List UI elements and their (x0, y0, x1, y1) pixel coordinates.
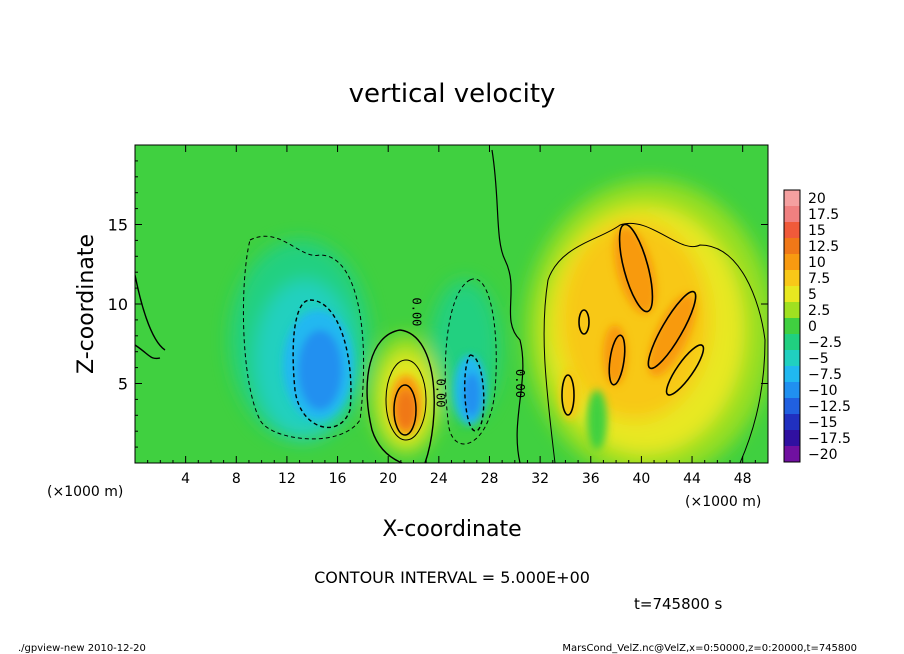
y-tick-label: 5 (118, 375, 128, 394)
colorbar-swatch (784, 238, 800, 254)
colorbar-swatch (784, 254, 800, 270)
colorbar-swatch (784, 414, 800, 430)
colorbar-swatch (784, 318, 800, 334)
footer-left: ./gpview-new 2010-12-20 (18, 643, 146, 654)
x-unit-left: (×1000 m) (47, 484, 123, 500)
colorbar-label: 7.5 (808, 271, 830, 287)
colorbar-frame (783, 189, 801, 463)
zero-contour-label: 0.00 (433, 379, 447, 408)
chart-title: vertical velocity (349, 79, 556, 109)
zero-contour-labels: 0.00 0.00 0.00 (409, 297, 527, 407)
zero-contour-label: 0.00 (409, 297, 423, 326)
colorbar-label: 15 (808, 223, 826, 239)
x-tick-label: 24 (430, 471, 448, 487)
colorbar-label: −10 (808, 383, 838, 399)
colorbar-label: 10 (808, 255, 826, 271)
contour-lines (135, 149, 766, 463)
x-tick-label: 28 (481, 471, 499, 487)
y-tick-label: 15 (108, 216, 128, 235)
footer-right: MarsCond_VelZ.nc@VelZ,x=0:50000,z=0:2000… (562, 643, 857, 654)
colorbar-swatch (784, 446, 800, 462)
colorbar-label: −5 (808, 351, 829, 367)
colorbar-label: 0 (808, 319, 817, 335)
colorbar-swatch (784, 334, 800, 350)
x-tick-label: 44 (683, 471, 701, 487)
y-axis-label: Z-coordinate (74, 234, 99, 374)
x-tick-label: 36 (582, 471, 600, 487)
colorbar-label: 12.5 (808, 239, 839, 255)
colorbar-label: 17.5 (808, 207, 839, 223)
colorbar-label: 20 (808, 191, 826, 207)
colorbar: 2017.51512.5107.552.50−2.5−5−7.5−10−12.5… (783, 189, 851, 463)
contour-interval-text: CONTOUR INTERVAL = 5.000E+00 (314, 568, 590, 587)
y-axis-ticks: 5 10 15 (108, 160, 768, 448)
time-stamp: t=745800 s (634, 595, 722, 613)
colorbar-swatch (784, 350, 800, 366)
x-tick-label: 8 (232, 471, 241, 487)
colorbar-swatch (784, 222, 800, 238)
plot-area: 0.00 0.00 0.00 (135, 145, 768, 463)
colorbar-swatch (784, 286, 800, 302)
colorbar-swatch (784, 382, 800, 398)
zero-contour-label: 0.00 (513, 369, 527, 398)
colorbar-label: −7.5 (808, 367, 842, 383)
x-unit-right: (×1000 m) (685, 494, 761, 510)
colorbar-swatch (784, 270, 800, 286)
colorbar-swatch (784, 206, 800, 222)
x-tick-label: 4 (181, 471, 190, 487)
x-axis-ticks: 4 8 12 16 20 24 28 32 36 40 44 48 (147, 145, 756, 487)
colorbar-swatch (784, 190, 800, 206)
colorbar-swatch (784, 398, 800, 414)
colorbar-label: −2.5 (808, 335, 842, 351)
colorbar-label: 2.5 (808, 303, 830, 319)
y-tick-label: 10 (108, 295, 128, 314)
x-tick-label: 16 (329, 471, 347, 487)
colorbar-label: −17.5 (808, 431, 851, 447)
colorbar-swatch (784, 302, 800, 318)
colorbar-label: 5 (808, 287, 817, 303)
colorbar-label: −15 (808, 415, 838, 431)
x-tick-label: 20 (379, 471, 397, 487)
colorbar-swatch (784, 430, 800, 446)
x-tick-label: 32 (531, 471, 549, 487)
colorbar-label: −20 (808, 447, 838, 463)
x-tick-label: 48 (734, 471, 752, 487)
colorbar-label: −12.5 (808, 399, 851, 415)
colorbar-swatch (784, 366, 800, 382)
x-axis-label: X-coordinate (382, 517, 521, 542)
x-tick-label: 40 (632, 471, 650, 487)
x-tick-label: 12 (278, 471, 296, 487)
